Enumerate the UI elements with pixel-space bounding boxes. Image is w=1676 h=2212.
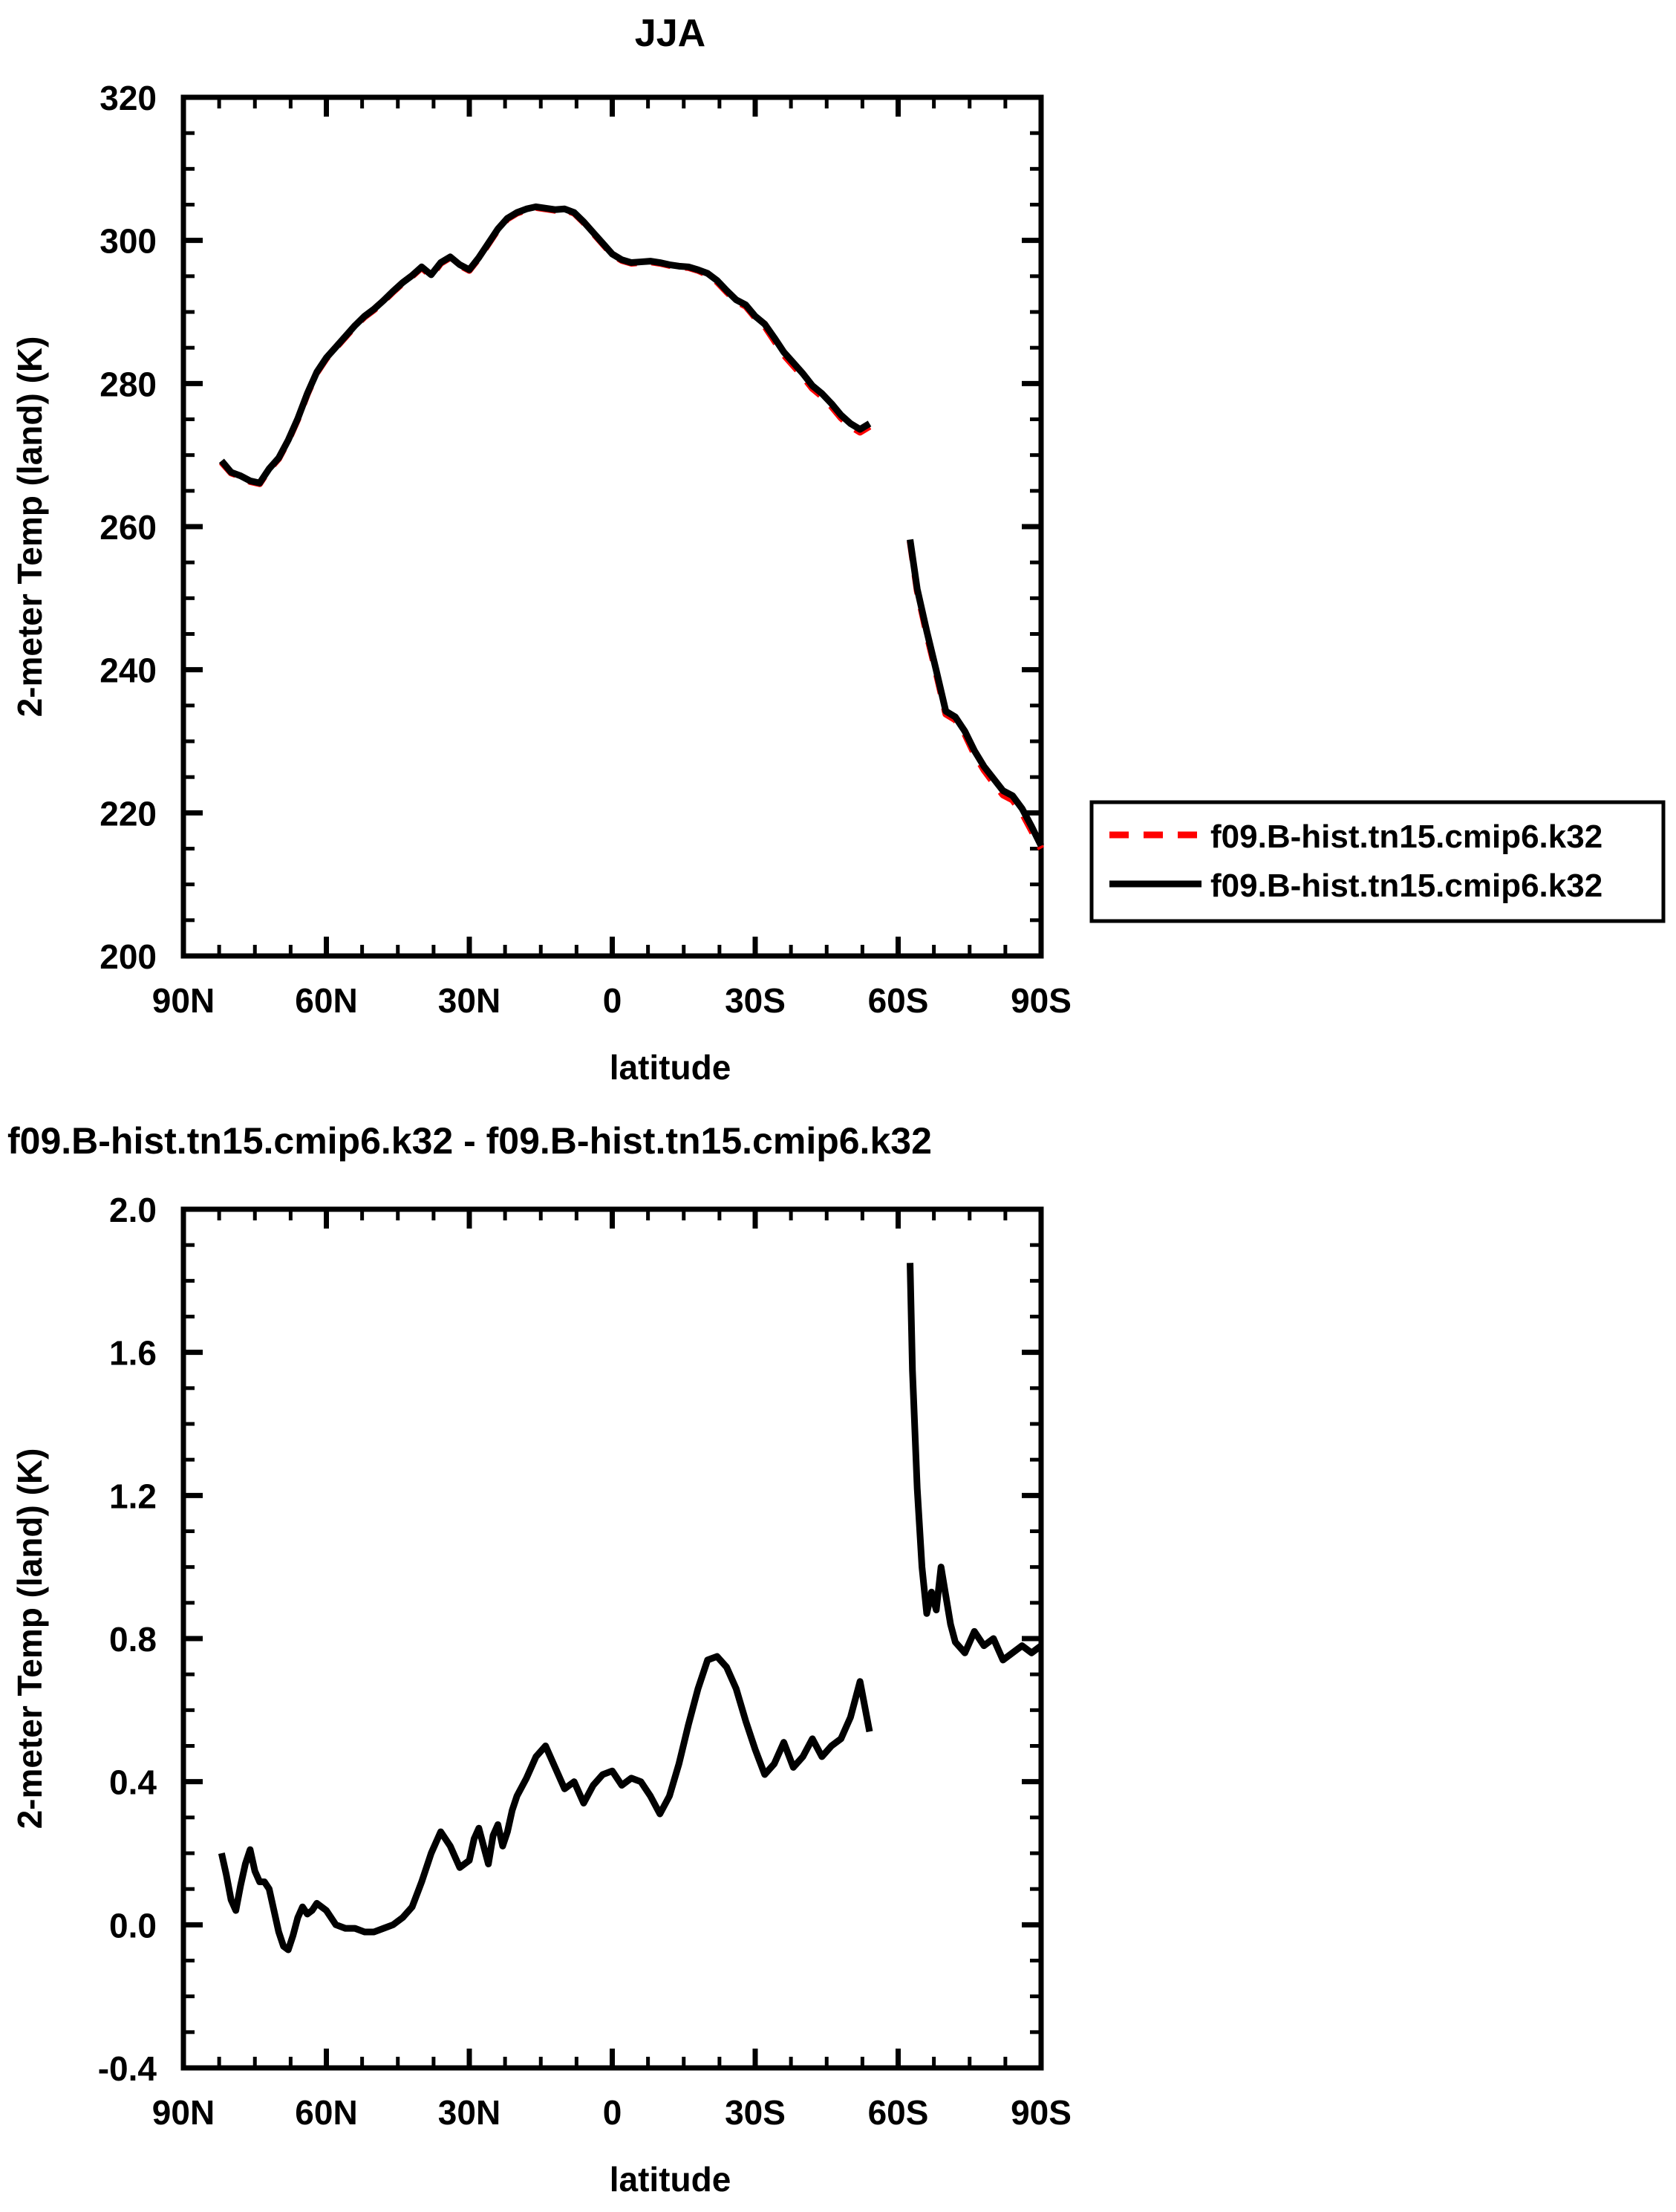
- x-tick-label: 0: [603, 2093, 622, 2132]
- x-tick-label: 90S: [1011, 981, 1072, 1020]
- y-axis-label: 2-meter Temp (land) (K): [10, 1448, 49, 1829]
- panel-title: JJA: [635, 12, 705, 55]
- y-tick-label: 1.2: [109, 1477, 157, 1515]
- x-tick-label: 30S: [725, 981, 786, 1020]
- y-tick-label: 300: [100, 222, 157, 261]
- panel-subtitle: f09.B-hist.tn15.cmip6.k32 - f09.B-hist.t…: [7, 1120, 932, 1162]
- legend-label-1: f09.B-hist.tn15.cmip6.k32: [1210, 868, 1602, 904]
- legend: f09.B-hist.tn15.cmip6.k32 f09.B-hist.tn15…: [1089, 800, 1666, 923]
- x-tick-label: 60S: [868, 981, 929, 1020]
- y-tick-label: 220: [100, 794, 157, 833]
- y-tick-label: 260: [100, 508, 157, 547]
- x-tick-label: 90N: [152, 981, 215, 1020]
- y-tick-label: 0.4: [109, 1763, 157, 1802]
- x-tick-label: 90S: [1011, 2093, 1072, 2132]
- panel-top: 90N 60N 30N 0 30S 60S 90S 200 220 240 260 280 300 320…: [10, 12, 1666, 1087]
- legend-box: [1089, 800, 1666, 923]
- y-tick-label: 200: [100, 937, 157, 976]
- x-axis-label: latitude: [610, 1048, 731, 1087]
- y-tick-label: 1.6: [109, 1334, 157, 1373]
- x-tick-label: 60S: [868, 2093, 929, 2132]
- x-tick-label: 60N: [295, 981, 357, 1020]
- y-tick-label: 320: [100, 79, 157, 117]
- y-tick-label: 280: [100, 365, 157, 403]
- panel-bottom: 90N 60N 30N 0 30S 60S 90S -0.4 0.0 0.4 0.8 1.2 1.6 2.…: [7, 1120, 1072, 2199]
- y-axis-label: 2-meter Temp (land) (K): [10, 336, 49, 718]
- x-tick-label: 30N: [438, 981, 500, 1020]
- y-tick-label: 240: [100, 651, 157, 690]
- legend-label-0: f09.B-hist.tn15.cmip6.k32: [1210, 819, 1602, 855]
- y-tick-label: 0.8: [109, 1620, 157, 1659]
- x-tick-label: 30S: [725, 2093, 786, 2132]
- y-tick-label: 2.0: [109, 1191, 157, 1229]
- x-tick-label: 60N: [295, 2093, 357, 2132]
- series-line-top-0: [218, 204, 1044, 850]
- y-tick-label: 0.0: [109, 1906, 157, 1945]
- x-tick-label: 90N: [152, 2093, 215, 2132]
- x-tick-label: 0: [603, 981, 622, 1020]
- x-axis-label: latitude: [610, 2160, 731, 2199]
- y-tick-label: -0.4: [98, 2049, 157, 2088]
- series-line-top-1: [218, 203, 1045, 848]
- x-tick-label: 30N: [438, 2093, 500, 2132]
- plot-frame-top: [180, 94, 1044, 959]
- series-line-bottom-0: [218, 1263, 1043, 1954]
